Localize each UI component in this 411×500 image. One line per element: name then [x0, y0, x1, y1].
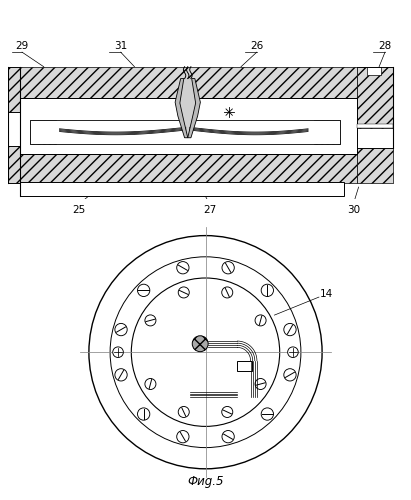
- Bar: [20, 66, 358, 98]
- Circle shape: [115, 368, 127, 381]
- Circle shape: [138, 408, 150, 420]
- Bar: [8, 146, 20, 183]
- Circle shape: [222, 262, 234, 274]
- Circle shape: [284, 324, 296, 336]
- Circle shape: [178, 406, 189, 418]
- Circle shape: [89, 236, 322, 469]
- Circle shape: [113, 347, 123, 358]
- Polygon shape: [188, 78, 201, 138]
- Text: 28: 28: [379, 41, 392, 51]
- Bar: [237, 360, 252, 372]
- Circle shape: [177, 262, 189, 274]
- Text: 31: 31: [114, 41, 127, 51]
- Circle shape: [255, 378, 266, 390]
- Text: 29: 29: [15, 41, 29, 51]
- Text: 26: 26: [250, 41, 263, 51]
- Bar: [358, 66, 393, 128]
- Bar: [8, 66, 20, 112]
- Bar: [314, 120, 339, 144]
- Circle shape: [178, 287, 189, 298]
- Bar: [367, 66, 381, 74]
- Circle shape: [288, 347, 298, 358]
- Circle shape: [284, 368, 296, 381]
- Circle shape: [145, 378, 156, 390]
- Bar: [30, 120, 55, 144]
- Text: Фиg.5: Фиg.5: [187, 475, 224, 488]
- Bar: [20, 154, 358, 183]
- Bar: [30, 120, 339, 144]
- Bar: [358, 148, 393, 183]
- Circle shape: [192, 336, 208, 351]
- Text: 30: 30: [347, 205, 360, 215]
- Circle shape: [222, 430, 234, 443]
- Bar: [20, 182, 344, 196]
- Circle shape: [222, 287, 233, 298]
- Circle shape: [138, 284, 150, 296]
- Circle shape: [261, 284, 273, 296]
- Bar: [358, 124, 393, 128]
- Polygon shape: [180, 78, 196, 138]
- Circle shape: [115, 324, 127, 336]
- Circle shape: [177, 430, 189, 443]
- Circle shape: [255, 315, 266, 326]
- Text: 25: 25: [73, 205, 86, 215]
- Circle shape: [145, 315, 156, 326]
- Bar: [20, 98, 358, 154]
- Circle shape: [222, 406, 233, 418]
- Text: 14: 14: [320, 289, 333, 299]
- Polygon shape: [175, 78, 188, 138]
- Circle shape: [131, 278, 280, 426]
- Text: 27: 27: [203, 205, 216, 215]
- Circle shape: [110, 257, 301, 448]
- Circle shape: [261, 408, 273, 420]
